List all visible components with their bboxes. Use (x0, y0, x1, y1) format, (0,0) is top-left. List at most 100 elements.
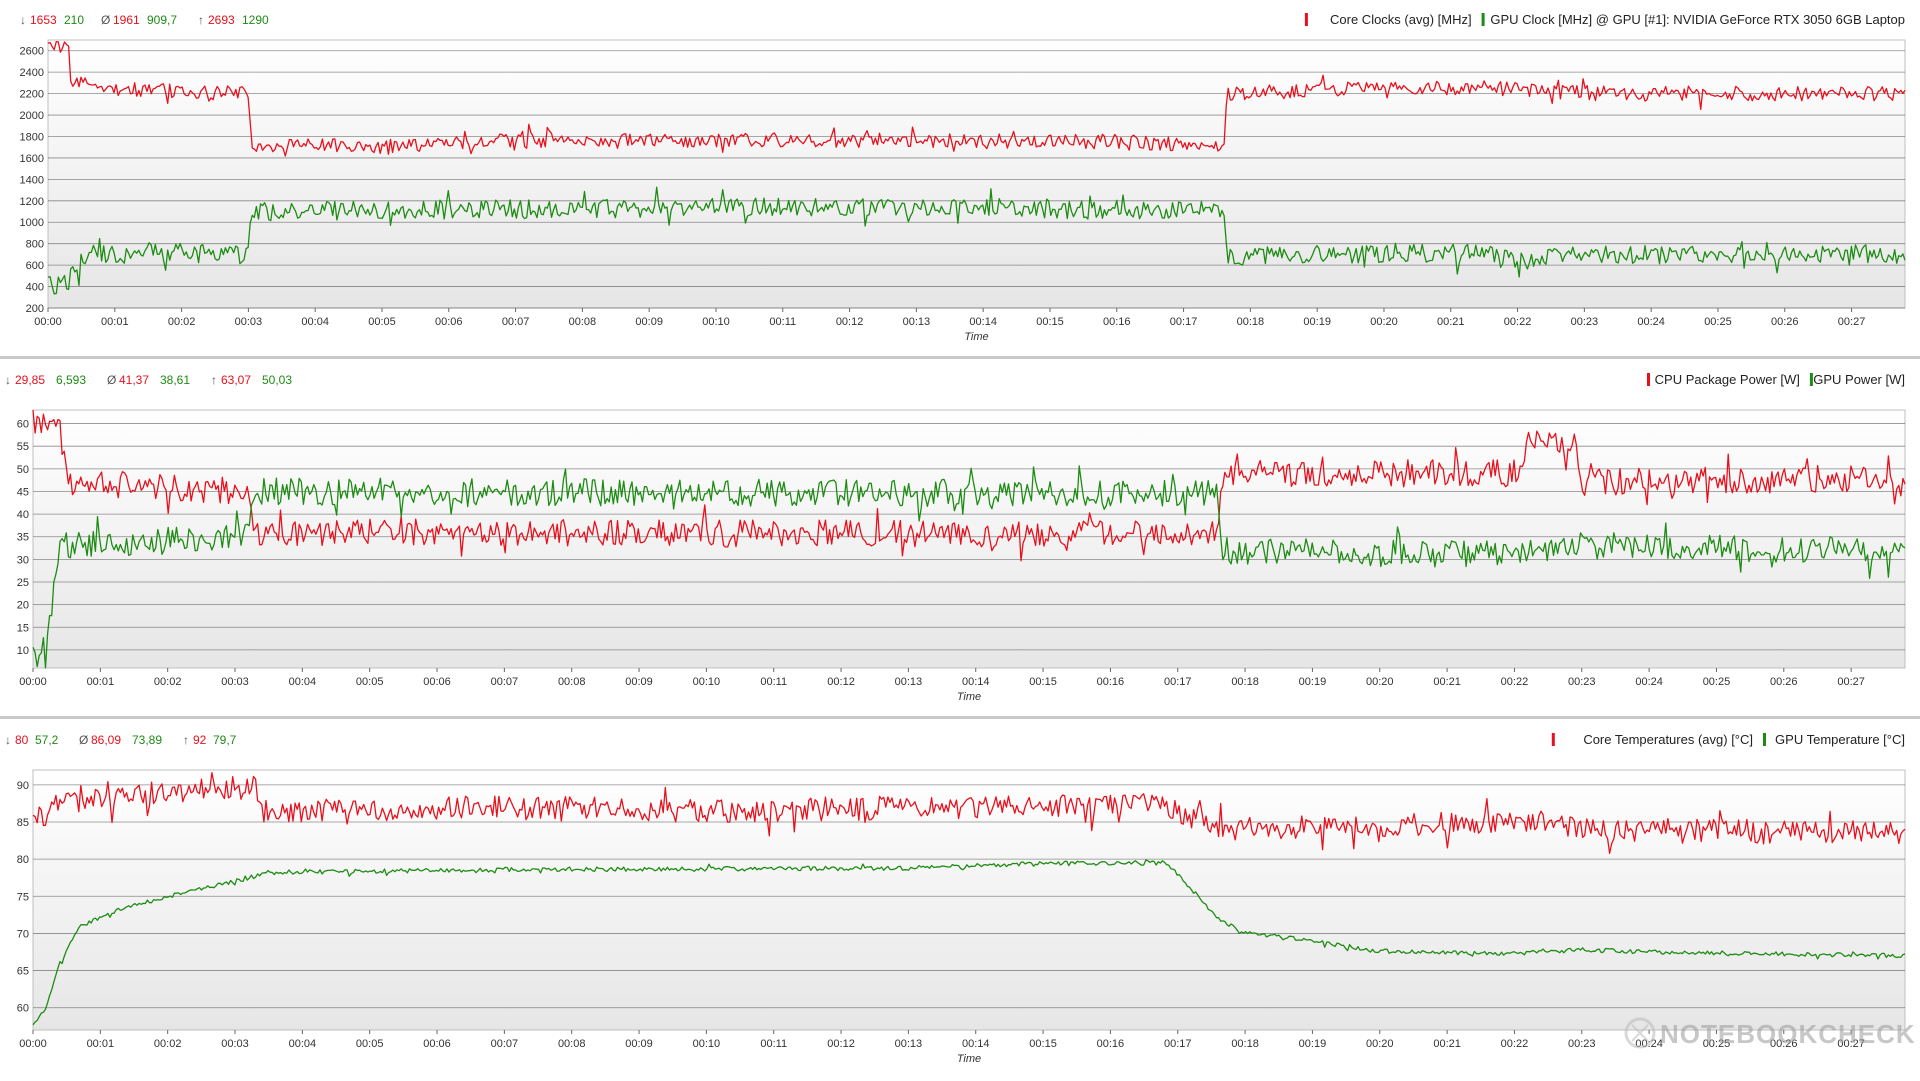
x-tick-label: 00:16 (1097, 676, 1125, 688)
x-tick-label: 00:00 (19, 676, 47, 688)
x-tick-label: 00:18 (1231, 1038, 1259, 1050)
x-tick-label: 00:23 (1568, 676, 1596, 688)
x-axis-label: Time (957, 1053, 981, 1065)
legend-red-swatch (1551, 733, 1555, 746)
x-tick-label: 00:11 (760, 1038, 787, 1050)
chart-panel-3: ↓ 80 57,2 Ø 86,09 73,89 ↑ 92 79,7 GPU Temperature… (0, 716, 1920, 1065)
x-tick-label: 00:06 (435, 316, 463, 328)
watermark-text: NOTEBOOKCHECK (1660, 1019, 1916, 1049)
x-tick-label: 00:13 (895, 1038, 923, 1050)
x-tick-label: 00:15 (1036, 316, 1064, 328)
y-tick-label: 2200 (20, 89, 44, 101)
max-arrow-icon: ↑ (183, 733, 189, 747)
series-line-green (32, 465, 1906, 669)
y-axis: 60 65 70 75 80 85 90 (17, 780, 1905, 1015)
stat-avg-green: 73,89 (132, 733, 162, 747)
series-line-green (47, 186, 1906, 295)
y-tick-label: 200 (26, 303, 44, 315)
x-axis: 00:00 00:01 00:02 00:03 00:04 00:05 00:06 00:07… (19, 1030, 1865, 1065)
x-tick-label: 00:05 (368, 316, 396, 328)
y-tick-label: 90 (17, 780, 29, 792)
x-tick-label: 00:25 (1703, 1038, 1731, 1050)
series-line-red (32, 772, 1906, 854)
legend: GPU Power [W] CPU Package Power [W] (1647, 372, 1905, 387)
x-tick-label: 00:25 (1704, 316, 1732, 328)
series-line-green (32, 859, 1906, 1026)
x-tick-label: 00:21 (1433, 1038, 1461, 1050)
y-tick-label: 10 (17, 645, 29, 657)
x-tick-label: 00:20 (1370, 316, 1398, 328)
legend: GPU Clock [MHz] @ GPU [#1]: NVIDIA GeFor… (1304, 12, 1905, 27)
y-tick-label: 80 (17, 854, 29, 866)
plot-area (32, 409, 1906, 669)
x-tick-label: 00:25 (1703, 676, 1731, 688)
x-tick-label: 00:02 (168, 316, 196, 328)
x-tick-label: 00:10 (693, 676, 721, 688)
x-axis: 00:00 00:01 00:02 00:03 00:04 00:05 00:06 00:07… (19, 668, 1865, 703)
x-tick-label: 00:07 (502, 316, 530, 328)
stat-avg-green: 38,61 (160, 373, 190, 387)
stat-avg-red: 41,37 (119, 373, 149, 387)
y-tick-label: 15 (17, 622, 29, 634)
legend: GPU Temperature [°C] Core Temperatures (a… (1551, 732, 1905, 747)
min-arrow-icon: ↓ (5, 733, 11, 747)
x-tick-label: 00:13 (895, 676, 923, 688)
y-tick-label: 85 (17, 817, 29, 829)
x-tick-label: 00:08 (558, 676, 586, 688)
legend-red-label: CPU Package Power [W] (1655, 372, 1800, 387)
stat-avg-green: 909,7 (147, 13, 177, 27)
x-tick-label: 00:03 (221, 1038, 249, 1050)
x-tick-label: 00:06 (423, 676, 451, 688)
legend-red-label: Core Temperatures (avg) [°C] (1583, 732, 1753, 747)
legend-green-label: GPU Power [W] (1813, 372, 1905, 387)
x-tick-label: 00:10 (702, 316, 730, 328)
stat-max-green: 1290 (242, 13, 269, 27)
x-tick-label: 00:18 (1237, 316, 1265, 328)
stat-min-green: 210 (64, 13, 84, 27)
y-tick-label: 2400 (20, 67, 44, 79)
y-tick-label: 40 (17, 509, 29, 521)
x-axis: 00:00 00:01 00:02 00:03 00:04 00:05 00:06 00:07… (34, 308, 1865, 343)
y-tick-label: 55 (17, 441, 29, 453)
x-tick-label: 00:05 (356, 1038, 384, 1050)
y-tick-label: 2600 (20, 46, 44, 58)
x-tick-label: 00:00 (34, 316, 62, 328)
panel-separator (0, 716, 1920, 719)
x-tick-label: 00:17 (1164, 1038, 1192, 1050)
y-tick-label: 1000 (20, 217, 44, 229)
x-tick-label: 00:14 (969, 316, 997, 328)
x-tick-label: 00:03 (221, 676, 249, 688)
avg-symbol-icon: Ø (107, 373, 116, 387)
x-tick-label: 00:12 (836, 316, 864, 328)
y-tick-label: 65 (17, 966, 29, 978)
x-tick-label: 00:21 (1437, 316, 1465, 328)
x-tick-label: 00:10 (693, 1038, 721, 1050)
max-arrow-icon: ↑ (198, 13, 204, 27)
legend-green-label: GPU Clock [MHz] @ GPU [#1]: NVIDIA GeFor… (1490, 12, 1905, 27)
x-tick-label: 00:23 (1571, 316, 1599, 328)
stat-max-red: 92 (193, 733, 207, 747)
y-tick-label: 600 (26, 260, 44, 272)
y-tick-label: 1600 (20, 153, 44, 165)
chart-panel-2: ↓ 29,85 6,593 Ø 41,37 38,61 ↑ 63,07 50,03 GPU Pow… (0, 356, 1920, 703)
x-tick-label: 00:21 (1433, 676, 1461, 688)
legend-red-label: Core Clocks (avg) [MHz] (1330, 12, 1472, 27)
x-tick-label: 00:00 (19, 1038, 47, 1050)
x-tick-label: 00:26 (1771, 316, 1799, 328)
x-tick-label: 00:09 (635, 316, 663, 328)
y-tick-label: 800 (26, 239, 44, 251)
max-arrow-icon: ↑ (211, 373, 217, 387)
x-tick-label: 00:19 (1303, 316, 1331, 328)
legend-green-swatch (1481, 13, 1485, 26)
stat-max-green: 79,7 (213, 733, 237, 747)
x-tick-label: 00:07 (491, 676, 519, 688)
y-tick-label: 70 (17, 928, 29, 940)
stat-min-red: 80 (15, 733, 29, 747)
x-tick-label: 00:16 (1097, 1038, 1125, 1050)
x-tick-label: 00:27 (1838, 316, 1866, 328)
chart-panel-1: ↓ 1653 210 Ø 1961 909,7 ↑ 2693 1290 GPU Clock [MH… (20, 12, 1906, 343)
x-tick-label: 00:02 (154, 676, 182, 688)
y-tick-label: 2000 (20, 110, 44, 122)
x-tick-label: 00:24 (1635, 676, 1663, 688)
